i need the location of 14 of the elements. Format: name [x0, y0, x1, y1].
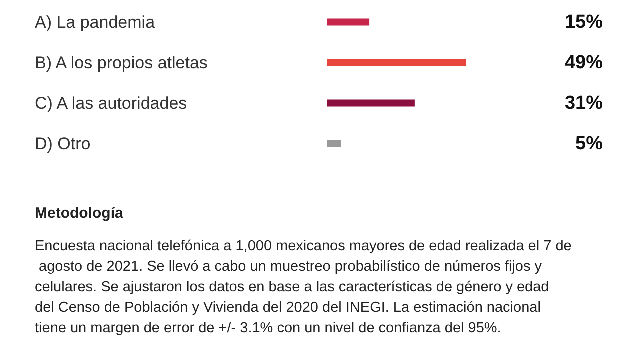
bar [327, 100, 415, 107]
data-label: 15% [564, 12, 604, 33]
y-tick-label: C) A las autoridades [35, 94, 188, 113]
y-tick-label: A) La pandemia [35, 12, 156, 32]
bar [327, 140, 342, 148]
y-tick-label: B) A los propios atletas [35, 53, 208, 72]
text: Encuesta nacional telefónica a 1,000 mexicanos mayores de edad realizada el 7 de agosto de 2021. Se llevó a cabo un muestreo probabilístico de números fijos y celulares. Se ajustaron los datos en base a las características de género y edad del Censo de Población y Vivienda del 2020 del INEGI. La estimación nacional tiene un margen de error de +/- 3.1% con un nivel de confianza del 95%. [35, 238, 572, 336]
text: Metodología [35, 205, 124, 222]
y-tick-label: D) Otro [35, 134, 91, 154]
bar [327, 18, 370, 26]
data-label: 5% [576, 133, 604, 154]
data-label: 49% [564, 52, 604, 74]
bar [327, 59, 466, 66]
data-label: 31% [564, 92, 604, 114]
